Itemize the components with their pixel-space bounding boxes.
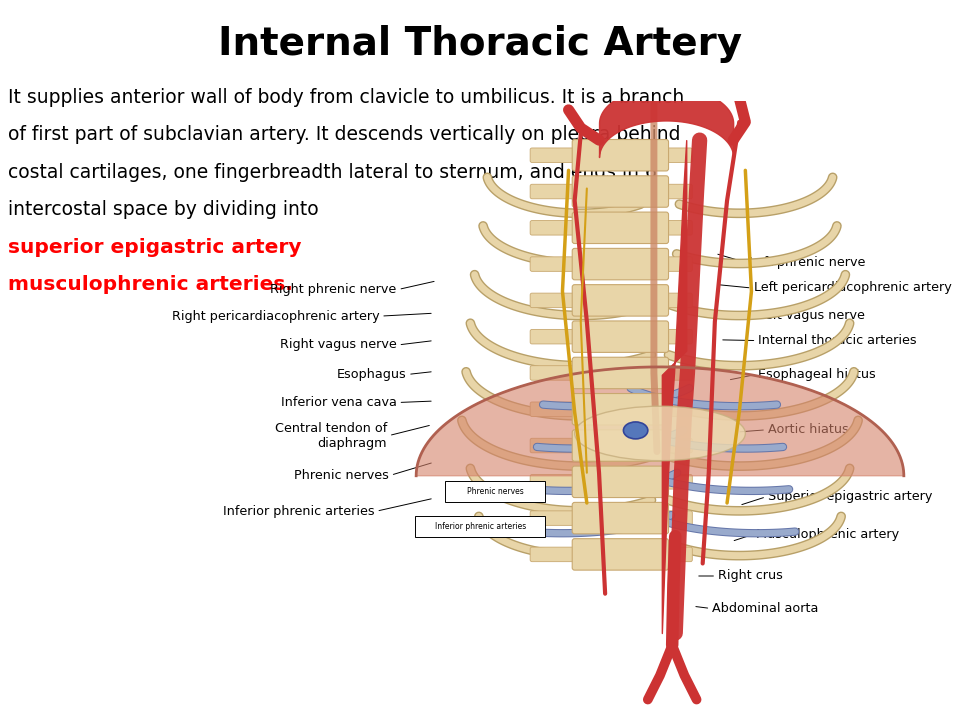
Text: musculophrenic arteries.: musculophrenic arteries. [8,275,293,294]
FancyBboxPatch shape [530,474,577,489]
FancyBboxPatch shape [572,321,668,352]
Text: costal cartilages, one fingerbreadth lateral to sternum, and ends in 6: costal cartilages, one fingerbreadth lat… [8,163,657,181]
FancyBboxPatch shape [646,330,692,344]
FancyBboxPatch shape [646,148,692,163]
Text: intercostal space by dividing into: intercostal space by dividing into [8,200,319,219]
FancyBboxPatch shape [530,366,577,380]
Text: Aortic hiatus: Aortic hiatus [768,423,849,436]
FancyBboxPatch shape [572,466,668,498]
FancyBboxPatch shape [530,511,577,526]
FancyBboxPatch shape [646,220,692,235]
Text: Esophagus: Esophagus [336,368,406,381]
Text: superior epigastric artery: superior epigastric artery [8,238,301,256]
FancyBboxPatch shape [646,474,692,489]
FancyBboxPatch shape [646,547,692,562]
FancyBboxPatch shape [572,357,668,389]
FancyBboxPatch shape [445,481,545,503]
Text: Esophageal hiatus: Esophageal hiatus [758,368,876,381]
Text: Right crus: Right crus [718,570,783,582]
FancyBboxPatch shape [530,547,577,562]
Text: Right pericardiacophrenic artery: Right pericardiacophrenic artery [172,310,379,323]
Text: Inferior phrenic arteries: Inferior phrenic arteries [223,505,374,518]
Text: Left pericardiacophrenic artery: Left pericardiacophrenic artery [754,282,951,294]
Ellipse shape [623,422,648,439]
FancyBboxPatch shape [530,438,577,453]
Polygon shape [416,367,903,476]
FancyBboxPatch shape [530,293,577,307]
FancyBboxPatch shape [572,248,668,280]
FancyBboxPatch shape [572,430,668,462]
Text: Phrenic nerves: Phrenic nerves [294,469,389,482]
FancyBboxPatch shape [572,140,668,171]
FancyBboxPatch shape [572,284,668,316]
Text: Inferior phrenic arteries: Inferior phrenic arteries [435,522,526,531]
FancyBboxPatch shape [646,438,692,453]
Text: Internal thoracic arteries: Internal thoracic arteries [758,334,917,347]
FancyBboxPatch shape [646,184,692,199]
Text: Left vagus nerve: Left vagus nerve [758,309,865,322]
Text: Phrenic nerves: Phrenic nerves [467,487,524,496]
FancyBboxPatch shape [646,257,692,271]
FancyBboxPatch shape [572,539,668,570]
Text: Superior epigastric artery: Superior epigastric artery [768,490,932,503]
FancyBboxPatch shape [572,503,668,534]
Text: th: th [532,148,545,162]
FancyBboxPatch shape [646,366,692,380]
Ellipse shape [575,406,745,461]
FancyBboxPatch shape [530,184,577,199]
FancyBboxPatch shape [530,330,577,344]
FancyBboxPatch shape [530,148,577,163]
Text: Central tendon of
diaphragm: Central tendon of diaphragm [275,422,387,449]
FancyBboxPatch shape [530,220,577,235]
Text: Abdominal aorta: Abdominal aorta [712,602,819,615]
FancyBboxPatch shape [572,176,668,207]
FancyBboxPatch shape [530,402,577,416]
FancyBboxPatch shape [530,257,577,271]
Text: It supplies anterior wall of body from clavicle to umbilicus. It is a branch: It supplies anterior wall of body from c… [8,88,684,107]
Text: Internal Thoracic Artery: Internal Thoracic Artery [218,25,742,63]
FancyBboxPatch shape [415,516,545,537]
FancyBboxPatch shape [646,293,692,307]
FancyBboxPatch shape [646,402,692,416]
Text: Right phrenic nerve: Right phrenic nerve [270,283,396,296]
Text: Musculophrenic artery: Musculophrenic artery [756,528,899,541]
Text: Inferior vena cava: Inferior vena cava [280,396,396,409]
Text: Left phrenic nerve: Left phrenic nerve [749,256,865,269]
FancyBboxPatch shape [646,511,692,526]
Text: of first part of subclavian artery. It descends vertically on pleura behind: of first part of subclavian artery. It d… [8,125,681,144]
FancyBboxPatch shape [572,212,668,243]
Text: Right vagus nerve: Right vagus nerve [279,338,396,351]
FancyBboxPatch shape [572,394,668,425]
